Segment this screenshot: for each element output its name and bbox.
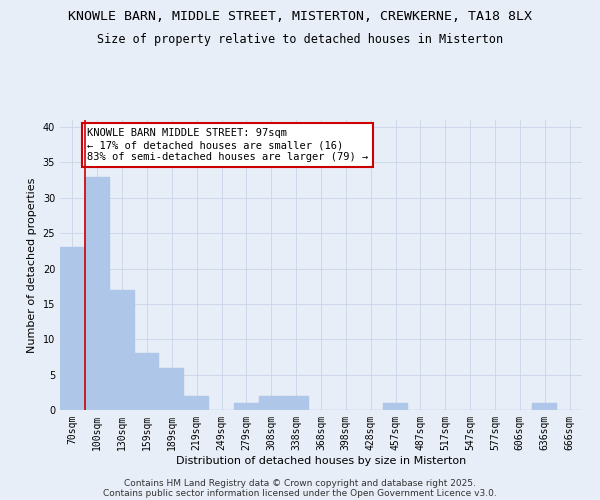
Y-axis label: Number of detached properties: Number of detached properties bbox=[27, 178, 37, 352]
Bar bbox=[284, 396, 308, 410]
Bar bbox=[184, 396, 209, 410]
Text: KNOWLE BARN MIDDLE STREET: 97sqm
← 17% of detached houses are smaller (16)
83% o: KNOWLE BARN MIDDLE STREET: 97sqm ← 17% o… bbox=[87, 128, 368, 162]
Bar bbox=[160, 368, 184, 410]
Text: Contains HM Land Registry data © Crown copyright and database right 2025.: Contains HM Land Registry data © Crown c… bbox=[124, 478, 476, 488]
Text: KNOWLE BARN, MIDDLE STREET, MISTERTON, CREWKERNE, TA18 8LX: KNOWLE BARN, MIDDLE STREET, MISTERTON, C… bbox=[68, 10, 532, 23]
Text: Contains public sector information licensed under the Open Government Licence v3: Contains public sector information licen… bbox=[103, 488, 497, 498]
Bar bbox=[383, 403, 408, 410]
Bar bbox=[234, 403, 259, 410]
Bar bbox=[110, 290, 134, 410]
Bar bbox=[60, 248, 85, 410]
X-axis label: Distribution of detached houses by size in Misterton: Distribution of detached houses by size … bbox=[176, 456, 466, 466]
Text: Size of property relative to detached houses in Misterton: Size of property relative to detached ho… bbox=[97, 32, 503, 46]
Bar bbox=[134, 354, 160, 410]
Bar bbox=[259, 396, 284, 410]
Bar bbox=[532, 403, 557, 410]
Bar bbox=[85, 176, 110, 410]
